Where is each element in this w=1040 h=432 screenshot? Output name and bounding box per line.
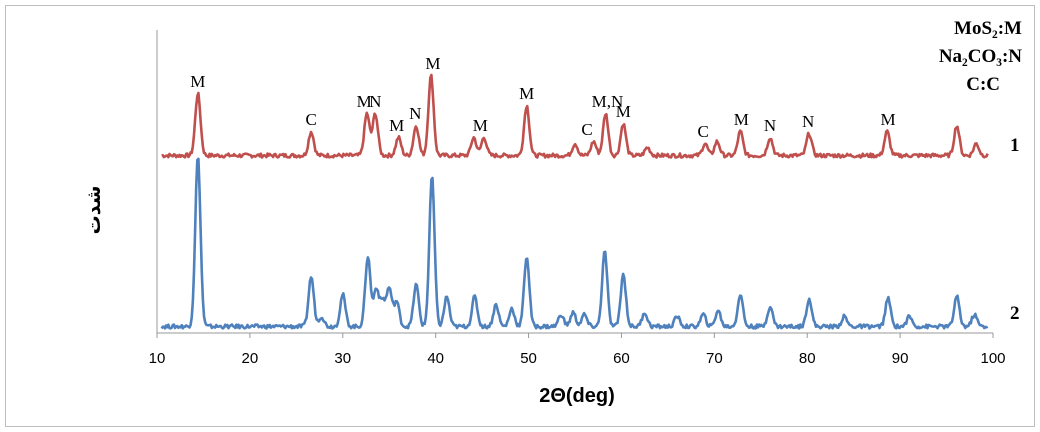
x-tick-label: 90 (892, 350, 909, 367)
peak-label: M (425, 54, 440, 73)
peak-label: C (581, 120, 592, 139)
legend: MoS₂:M Na₂CO₃:N C:C (939, 18, 1022, 95)
peak-label: N (764, 116, 776, 135)
x-tick-label: 10 (149, 350, 166, 367)
y-axis-label: شدت (83, 186, 105, 235)
peak-label: N (409, 104, 421, 123)
x-axis-label: 2Θ(deg) (539, 385, 615, 407)
x-tick-label: 80 (799, 350, 816, 367)
peak-label: C (306, 110, 317, 129)
peak-label: M (880, 110, 895, 129)
series-line-1 (161, 73, 989, 159)
x-tick-label: 30 (334, 350, 351, 367)
peak-label: M (616, 102, 631, 121)
peak-label: M (473, 116, 488, 135)
peak-label: M (190, 72, 205, 91)
series-group (160, 73, 989, 330)
peak-label: M,N (592, 92, 624, 111)
legend-entry: Na₂CO₃:N (939, 46, 1022, 67)
peak-label: N (369, 92, 381, 111)
x-tick-label: 50 (520, 350, 537, 367)
series-label-2: 2 (1010, 303, 1020, 324)
x-tick-label: 70 (706, 350, 723, 367)
legend-entry: MoS₂:M (954, 18, 1022, 39)
series-line-2 (160, 157, 989, 330)
peak-label: M (519, 84, 534, 103)
peak-label: M (357, 92, 372, 111)
x-tick-label: 100 (980, 350, 1005, 367)
axes (156, 30, 993, 334)
series-label-1: 1 (1010, 135, 1020, 156)
x-tick-label: 60 (613, 350, 630, 367)
x-tick-label: 20 (242, 350, 259, 367)
figure-frame (5, 5, 1035, 427)
peak-label: M (734, 110, 749, 129)
peak-label: C (698, 122, 709, 141)
peak-label: N (802, 112, 814, 131)
series-labels: 12 (1010, 135, 1020, 324)
x-tick-label: 40 (427, 350, 444, 367)
legend-entry: C:C (966, 74, 1000, 95)
peak-label: M (389, 116, 404, 135)
x-ticks: 10 20 30 40 50 60 70 80 90 100 (149, 333, 1006, 367)
